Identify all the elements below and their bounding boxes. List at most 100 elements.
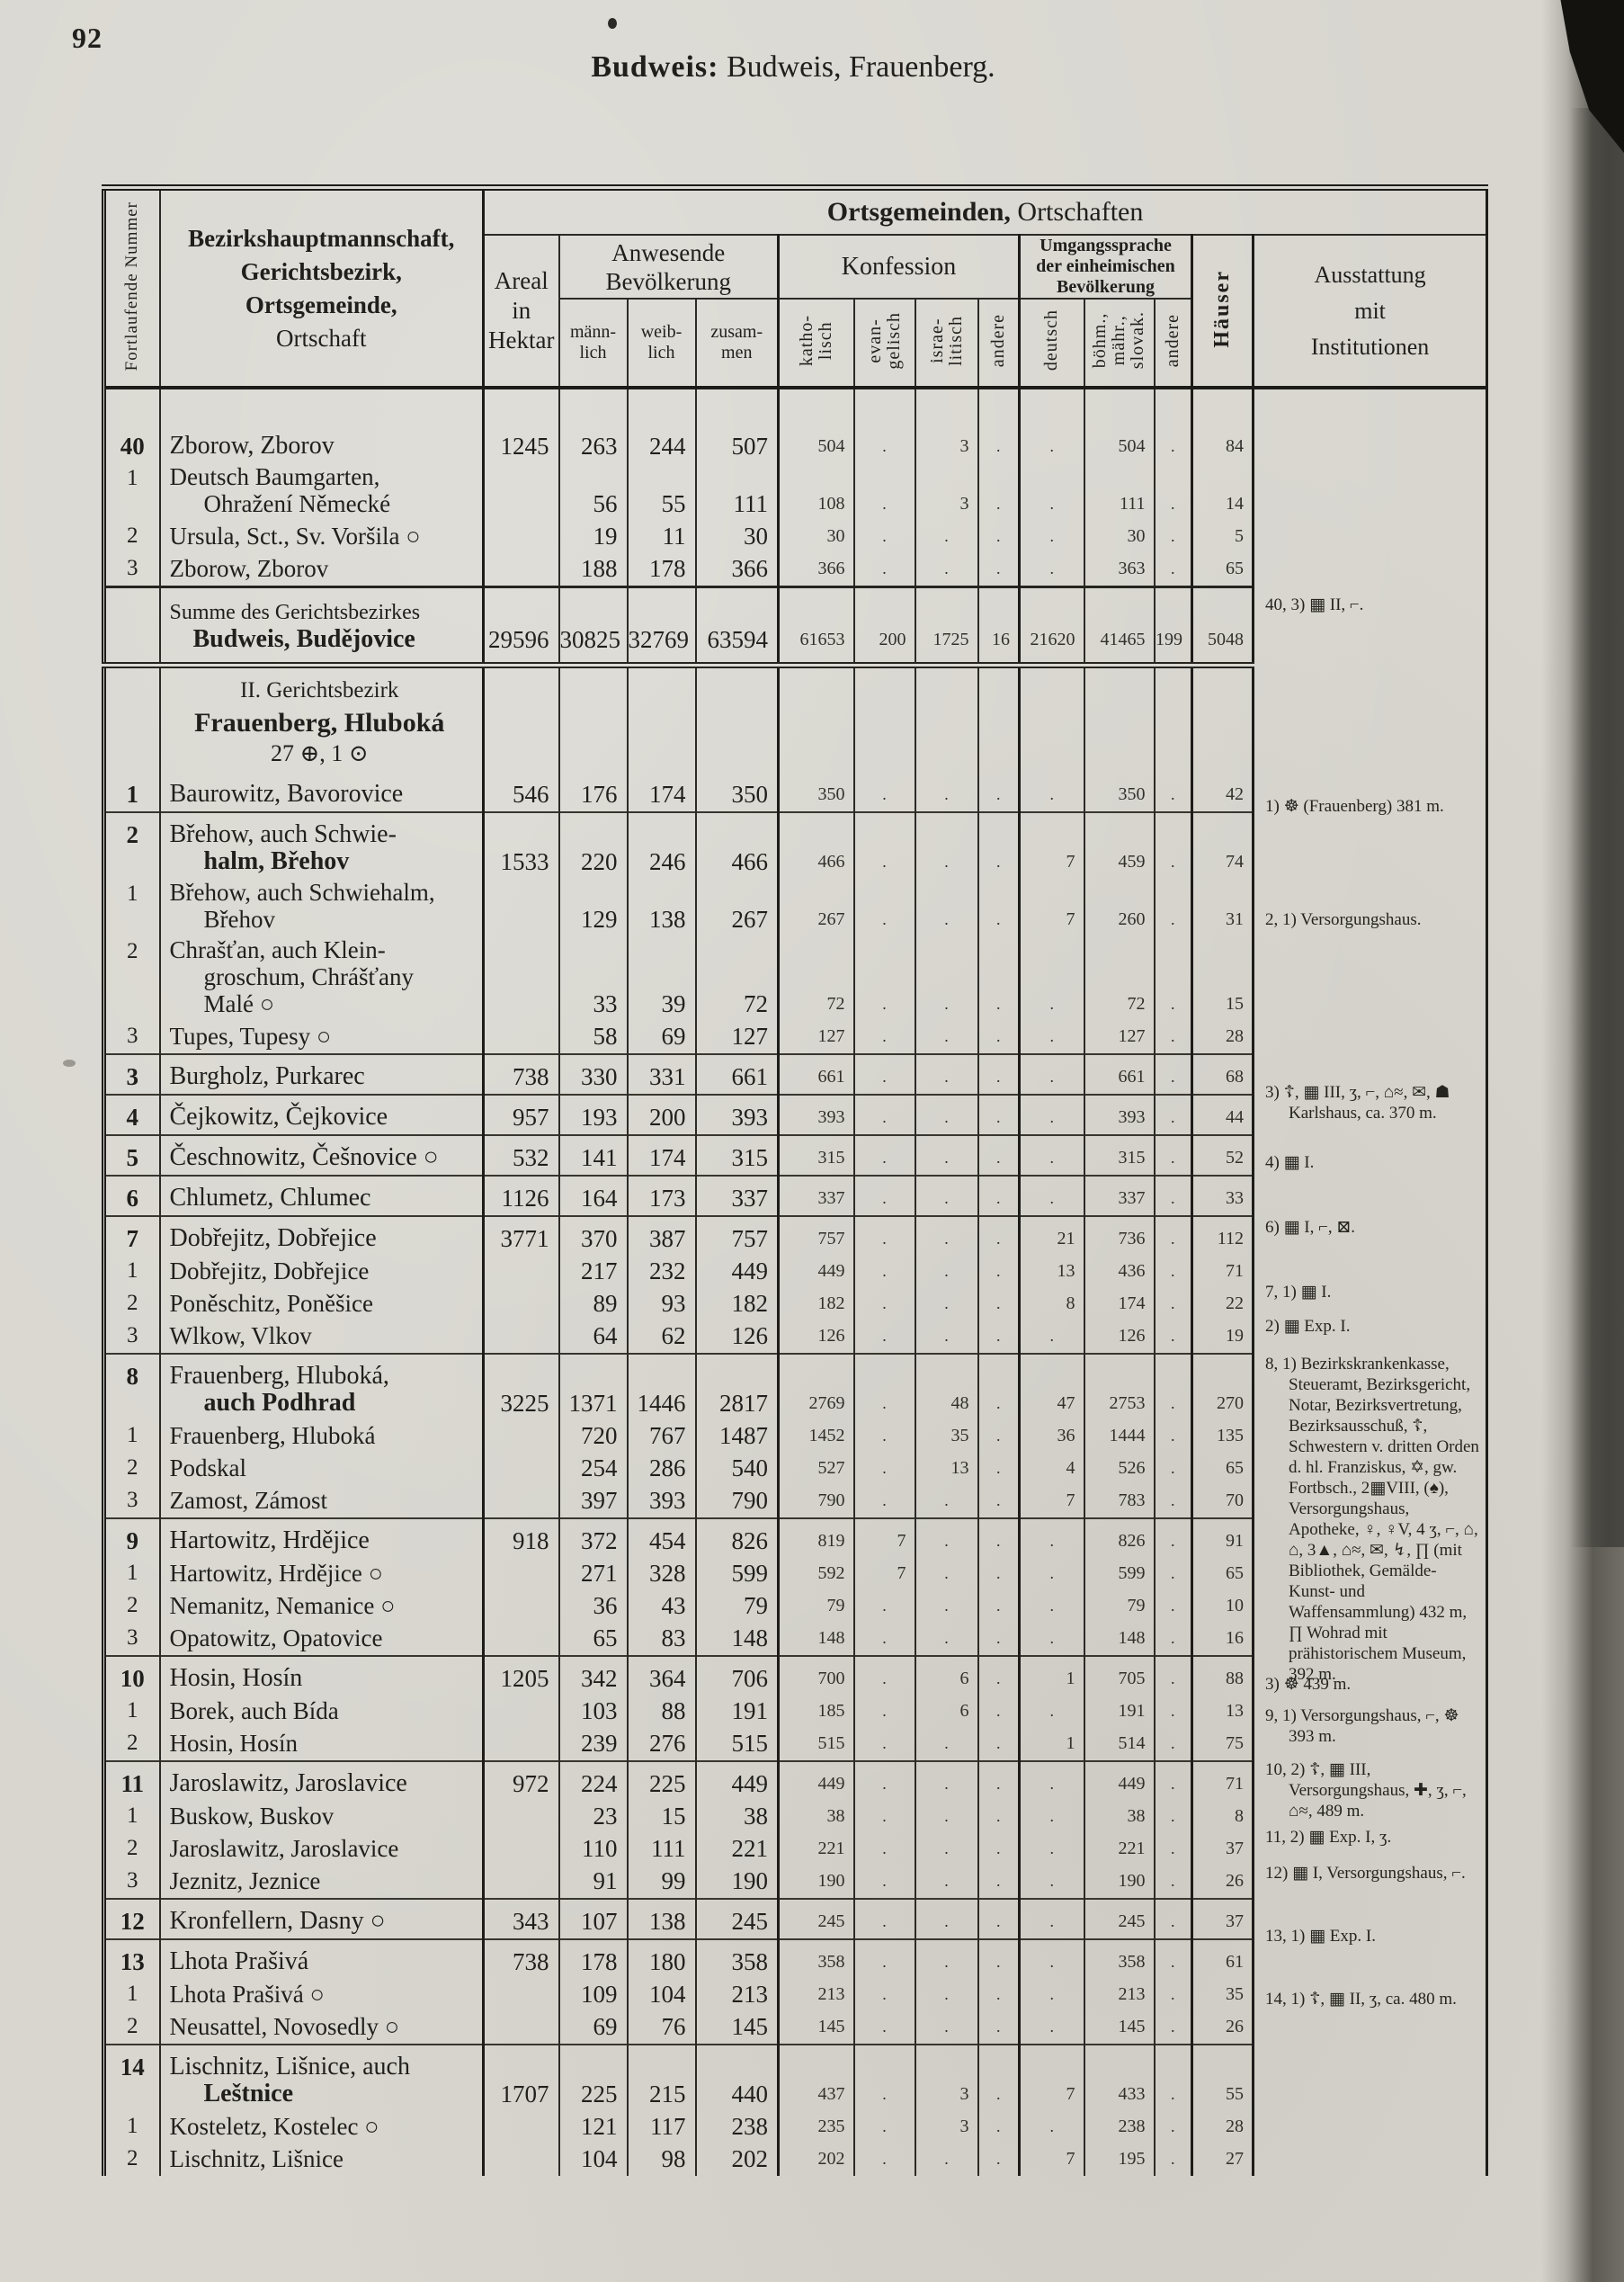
cell-and1: . <box>977 1353 1020 1420</box>
table-row: 11 Jaroslawitz, Jaroslavice 972 224 225 449 44… <box>103 1760 1487 1801</box>
place-name-line: Lischnitz, Lišnice, auch <box>169 2053 410 2081</box>
cell-kath: 366 <box>777 553 854 587</box>
cell-kath: 1452 <box>777 1420 854 1453</box>
cell-z: 191 <box>694 1696 779 1728</box>
cell-running-number: 1 <box>127 466 138 490</box>
cell-haus: 33 <box>1191 1175 1254 1216</box>
cell-w: 215 <box>626 2044 696 2111</box>
cell-haus: 5048 <box>1191 586 1254 666</box>
cell-isr: . <box>914 1760 978 1801</box>
cell-running-number: 9 <box>103 1517 160 1558</box>
cell-running-number: 3 <box>127 556 138 580</box>
cell-place-name: Hosin, Hosín <box>158 1655 484 1696</box>
cell-z: 790 <box>694 1485 779 1518</box>
place-name-line: Poněschitz, Poněšice <box>169 1290 373 1317</box>
cell-running-number <box>103 586 160 666</box>
cell-w: 454 <box>626 1517 696 1558</box>
cell-isr: . <box>914 1320 978 1354</box>
running-number-label: Fortlaufende Nummer <box>122 201 142 371</box>
header-umgangssprache: Umgangssprache der einheimischen Bevölke… <box>1018 235 1192 300</box>
cell-z: 145 <box>694 2011 779 2045</box>
cell-kath: 245 <box>777 1898 854 1939</box>
rot-line: slovak. <box>1128 311 1147 370</box>
table-row: 12 Kronfellern, Dasny ○ 343 107 138 245 245...… <box>103 1898 1487 1939</box>
cell-w: 88 <box>626 1696 696 1728</box>
cell-and2: . <box>1153 936 1192 1021</box>
cell-kath: 221 <box>777 1833 854 1866</box>
cell-de: . <box>1018 1558 1084 1590</box>
cell-place-name: Kronfellern, Dasny ○ <box>158 1898 484 1939</box>
cell-z: 267 <box>694 879 779 936</box>
cell-z: 661 <box>694 1053 779 1095</box>
cell-kath: 700 <box>777 1655 854 1696</box>
cell-ev: . <box>852 1833 915 1866</box>
cell-de: . <box>1018 1760 1084 1801</box>
cell-isr: 6 <box>914 1655 978 1696</box>
cell-and2 <box>1153 662 1192 773</box>
cell-bo: 213 <box>1083 1979 1155 2011</box>
cell-kath: 504 <box>777 388 854 463</box>
header-gerichtsbezirk: Gerichtsbezirk, <box>240 257 402 285</box>
cell-areal <box>482 1485 559 1518</box>
cell-and1: . <box>977 1094 1020 1135</box>
cell-ev: . <box>852 1623 915 1656</box>
cell-and1: . <box>977 1833 1020 1866</box>
table-row: 10 Hosin, Hosín 1205 342 364 706 700. 6. 1 705. 88 <box>103 1655 1487 1696</box>
cell-running-number: 11 <box>103 1760 160 1801</box>
table-row: 3 Opatowitz, Opatovice 65 83 148 148.... 148. 1… <box>104 1623 1487 1656</box>
cell-de: . <box>1018 1696 1084 1728</box>
cell-m: 104 <box>558 2143 628 2176</box>
institution-note: 3) ☸ 439 m. <box>1265 1675 1352 1694</box>
place-name-line: Baurowitz, Bavorovice <box>169 780 404 808</box>
cell-bo: 30 <box>1083 521 1155 553</box>
cell-de: . <box>1018 936 1084 1021</box>
cell-m: 129 <box>558 879 628 936</box>
cell-de: . <box>1018 463 1084 521</box>
table-row: 1 Deutsch Baumgarten, Ohražení Německé 56 55… <box>104 463 1487 521</box>
header-katholisch: katho-lisch <box>777 299 854 388</box>
place-name-line: Frauenberg, Hluboká <box>169 1422 376 1449</box>
table-body: 40 Zborow, Zborov 1245 263 244 507 504. 3.. 504.… <box>103 388 1487 2176</box>
cell-and1: 16 <box>977 586 1020 666</box>
cell-haus: 31 <box>1191 879 1254 936</box>
cell-m: 109 <box>558 1979 628 2011</box>
rot-line: katho- <box>796 314 816 367</box>
rot-line: deutsch <box>1041 309 1062 371</box>
cell-isr: . <box>914 1485 978 1518</box>
cell-areal <box>482 1801 559 1833</box>
cell-ev: . <box>852 2011 915 2045</box>
cell-z: 440 <box>694 2044 779 2111</box>
cell-bo: 350 <box>1083 773 1155 812</box>
cell-place-name: Zamost, Zámost <box>158 1485 484 1518</box>
cell-and2: . <box>1153 773 1192 812</box>
cell-z: 757 <box>694 1215 779 1256</box>
table-row: 14 Lischnitz, Lišnice, auch Leštnice 1707 22… <box>103 2044 1487 2111</box>
cell-and1: . <box>977 1175 1020 1216</box>
cell-z: 515 <box>694 1728 779 1761</box>
cell-m: 397 <box>558 1485 628 1518</box>
cell-haus: 44 <box>1191 1094 1254 1135</box>
cell-bo: 126 <box>1083 1320 1155 1354</box>
cell-and1: . <box>977 1898 1020 1939</box>
cell-haus: 270 <box>1191 1353 1254 1420</box>
cell-w: 180 <box>626 1938 696 1979</box>
cell-w: 174 <box>626 1134 696 1176</box>
cell-bo: 337 <box>1083 1175 1155 1216</box>
cell-place-name: Baurowitz, Bavorovice <box>158 773 484 812</box>
cell-m: 370 <box>558 1215 628 1256</box>
cell-isr: 13 <box>914 1453 978 1485</box>
place-name-line: Buskow, Buskov <box>169 1803 335 1830</box>
cell-haus: 8 <box>1191 1801 1254 1833</box>
cell-areal <box>482 1558 559 1590</box>
cell-w: 244 <box>626 388 696 463</box>
header-maennlich: männ- lich <box>558 299 628 388</box>
cell-ev: . <box>852 553 915 587</box>
place-name-line: Břehow, auch Schwiehalm, <box>169 879 435 906</box>
cell-w: 174 <box>626 773 696 812</box>
cell-m: 239 <box>558 1728 628 1761</box>
cell-and1: . <box>977 811 1020 879</box>
institution-note: 6) ▦ I, ⌐, ⊠. <box>1265 1218 1355 1237</box>
cell-place-name: Hosin, Hosín <box>158 1728 484 1761</box>
cell-z: 358 <box>694 1938 779 1979</box>
cell-ev: . <box>852 463 915 521</box>
